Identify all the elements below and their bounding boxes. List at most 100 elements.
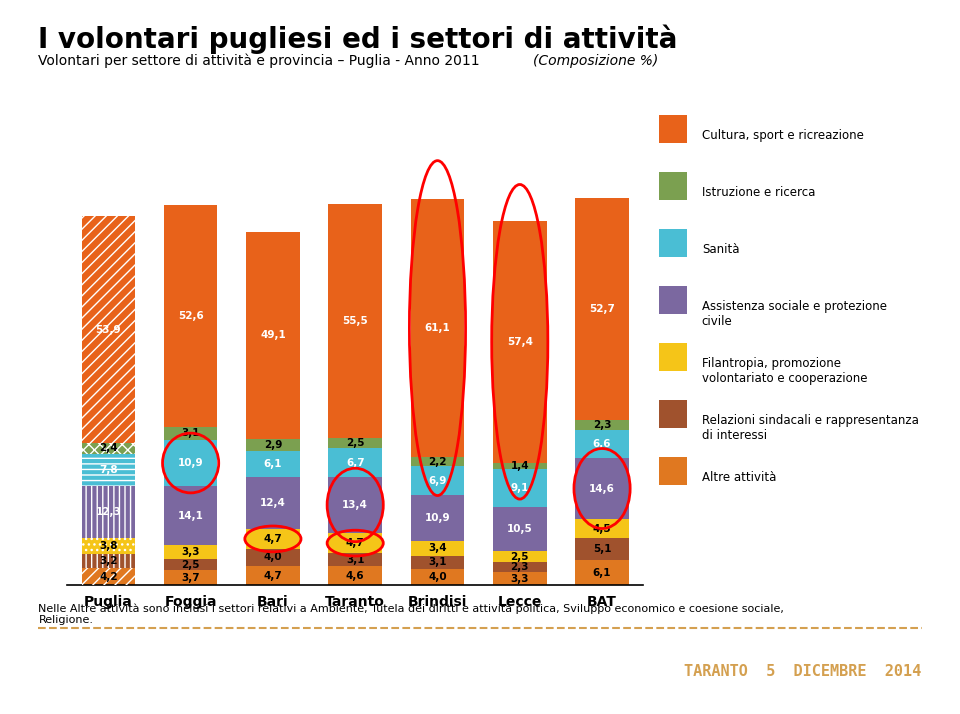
Bar xyxy=(164,486,217,545)
Text: 14,1: 14,1 xyxy=(178,511,204,521)
Text: 3,4: 3,4 xyxy=(428,543,446,553)
Bar xyxy=(575,560,629,585)
Text: 53,9: 53,9 xyxy=(96,325,121,335)
Text: Assistenza sociale e protezione
civile: Assistenza sociale e protezione civile xyxy=(702,300,887,328)
Text: Cultura, sport e ricreazione: Cultura, sport e ricreazione xyxy=(702,129,864,142)
Text: Nelle Altre attività sono inclusi i settori relativi a Ambiente, Tutela dei diri: Nelle Altre attività sono inclusi i sett… xyxy=(38,603,784,625)
Text: 6,7: 6,7 xyxy=(346,458,365,468)
Bar xyxy=(411,568,465,585)
Bar xyxy=(82,443,135,453)
Text: 12,4: 12,4 xyxy=(260,498,286,508)
Bar xyxy=(575,198,629,421)
Text: 49,1: 49,1 xyxy=(260,331,286,341)
Text: 2,2: 2,2 xyxy=(428,456,446,466)
Bar xyxy=(246,477,300,529)
Bar xyxy=(411,457,465,466)
Bar xyxy=(82,568,135,585)
Text: 4,0: 4,0 xyxy=(428,572,446,582)
Text: 5,1: 5,1 xyxy=(593,544,612,554)
Bar xyxy=(246,439,300,451)
Bar xyxy=(493,468,546,507)
Text: 12,3: 12,3 xyxy=(95,508,121,518)
Bar xyxy=(164,427,217,440)
Bar xyxy=(82,453,135,486)
Text: 4,7: 4,7 xyxy=(346,538,365,548)
Text: 3,7: 3,7 xyxy=(181,573,200,583)
Text: 52,7: 52,7 xyxy=(589,304,615,314)
Text: 3,1: 3,1 xyxy=(428,557,446,567)
Text: Relazioni sindacali e rappresentanza
di interessi: Relazioni sindacali e rappresentanza di … xyxy=(702,414,919,442)
Text: 6,1: 6,1 xyxy=(593,568,612,578)
Text: 10,5: 10,5 xyxy=(507,524,533,534)
Bar xyxy=(328,533,382,553)
Text: 1,4: 1,4 xyxy=(511,461,529,471)
Bar xyxy=(82,443,135,453)
Bar xyxy=(164,205,217,427)
Bar xyxy=(246,565,300,585)
Text: 61,1: 61,1 xyxy=(424,323,450,333)
Text: 3,3: 3,3 xyxy=(181,548,200,558)
Bar xyxy=(493,507,546,551)
Text: 7,8: 7,8 xyxy=(99,465,118,475)
Bar xyxy=(164,559,217,570)
Text: 2,5: 2,5 xyxy=(181,560,200,570)
Bar xyxy=(575,430,629,458)
Bar xyxy=(493,221,546,463)
Text: 9,1: 9,1 xyxy=(511,483,529,493)
Text: I volontari pugliesi ed i settori di attività: I volontari pugliesi ed i settori di att… xyxy=(38,25,678,54)
Bar xyxy=(411,541,465,555)
Text: 52,6: 52,6 xyxy=(178,311,204,321)
Bar xyxy=(328,477,382,533)
FancyBboxPatch shape xyxy=(659,116,687,143)
Bar xyxy=(493,463,546,468)
Bar xyxy=(575,538,629,560)
Bar xyxy=(575,458,629,519)
Bar xyxy=(411,199,465,457)
Bar xyxy=(82,216,135,443)
Text: 6,6: 6,6 xyxy=(593,439,612,449)
Bar xyxy=(411,466,465,496)
Bar xyxy=(328,553,382,566)
Text: 2,4: 2,4 xyxy=(99,443,118,453)
Bar xyxy=(411,496,465,541)
Bar xyxy=(246,549,300,565)
Text: 4,7: 4,7 xyxy=(264,534,282,544)
Bar xyxy=(328,566,382,585)
Text: 3,8: 3,8 xyxy=(99,541,117,551)
Bar xyxy=(82,568,135,585)
Bar xyxy=(82,538,135,554)
Text: 57,4: 57,4 xyxy=(507,337,533,347)
Text: Istruzione e ricerca: Istruzione e ricerca xyxy=(702,186,815,199)
Text: 14,6: 14,6 xyxy=(589,483,615,493)
Bar xyxy=(493,562,546,572)
Text: 3,1: 3,1 xyxy=(181,428,200,438)
Text: 13,4: 13,4 xyxy=(343,500,368,510)
FancyBboxPatch shape xyxy=(659,457,687,485)
FancyBboxPatch shape xyxy=(659,286,687,314)
Bar xyxy=(246,451,300,477)
Text: 6,9: 6,9 xyxy=(428,476,446,486)
FancyBboxPatch shape xyxy=(659,173,687,200)
Text: (Composizione %): (Composizione %) xyxy=(533,54,658,68)
Bar xyxy=(328,204,382,438)
Bar xyxy=(164,545,217,559)
Text: Altre attività: Altre attività xyxy=(702,471,776,484)
Text: 4,6: 4,6 xyxy=(346,570,365,580)
Text: 2,3: 2,3 xyxy=(511,562,529,572)
Text: 3,3: 3,3 xyxy=(511,573,529,583)
Text: 6,1: 6,1 xyxy=(264,459,282,469)
Text: 4,0: 4,0 xyxy=(264,552,282,562)
Bar xyxy=(246,529,300,549)
Text: Filantropia, promozione
volontariato e cooperazione: Filantropia, promozione volontariato e c… xyxy=(702,357,867,385)
Text: 3,2: 3,2 xyxy=(99,556,117,566)
FancyBboxPatch shape xyxy=(659,229,687,257)
Text: 10,9: 10,9 xyxy=(178,458,204,468)
Bar xyxy=(82,554,135,568)
Text: 55,5: 55,5 xyxy=(343,316,368,326)
Text: 2,9: 2,9 xyxy=(264,440,282,450)
Text: 10,9: 10,9 xyxy=(424,513,450,523)
Text: 2,3: 2,3 xyxy=(593,420,612,430)
Bar xyxy=(328,438,382,448)
Bar xyxy=(246,232,300,439)
Text: TARANTO  5  DICEMBRE  2014: TARANTO 5 DICEMBRE 2014 xyxy=(684,664,922,679)
